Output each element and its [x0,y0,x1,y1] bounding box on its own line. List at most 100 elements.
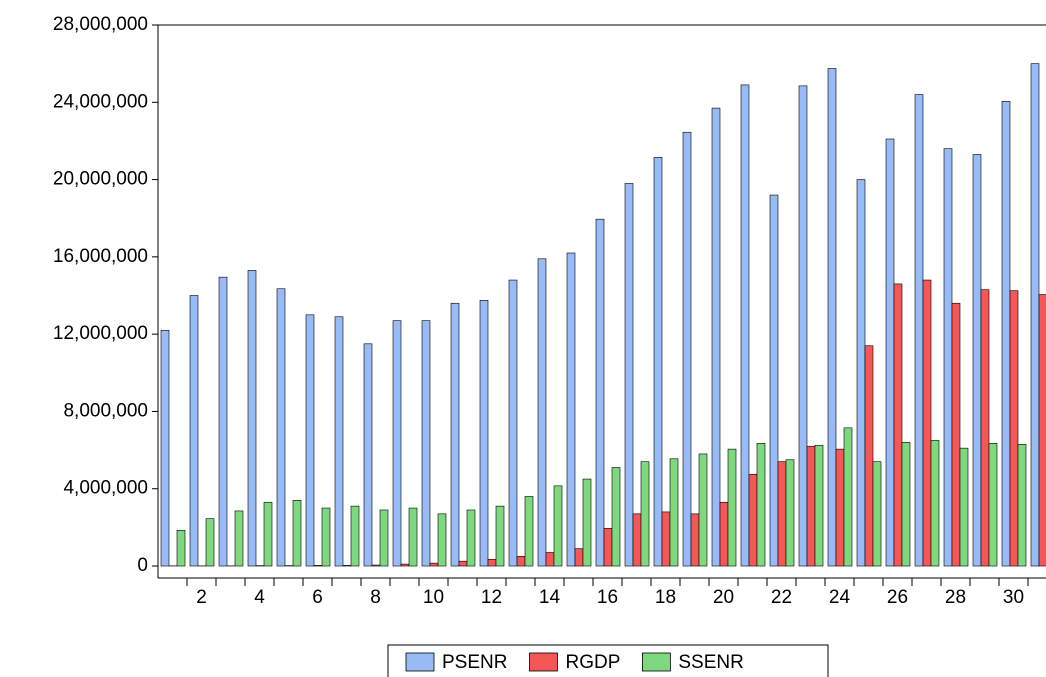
bar [727,448,737,567]
bar [400,563,410,567]
bar [176,529,186,567]
bar [682,131,692,567]
bar [342,565,352,567]
bar [458,560,468,567]
x-tick-label: 30 [1003,587,1024,608]
y-tick-label: 28,000,000 [53,14,148,35]
bar [524,496,534,567]
bar [321,507,331,567]
bar [835,448,845,567]
bar [856,179,866,567]
bar [885,138,895,567]
bar [479,300,489,567]
bar [516,556,526,567]
bar [972,154,982,567]
bar [690,513,700,567]
bar [711,107,721,567]
bar [624,183,634,567]
bar [371,564,381,567]
bar [263,501,273,567]
bar [1030,63,1040,567]
bar [669,458,679,567]
bar [806,445,816,567]
bar [450,302,460,567]
bar [487,558,497,567]
bar [603,528,613,567]
bar [777,461,787,567]
bar [247,270,257,567]
bar [466,509,476,567]
bar [769,194,779,567]
bar [901,442,911,567]
bar [827,68,837,567]
x-tick-label: 24 [829,587,851,608]
legend-swatch [641,652,671,672]
bar [814,444,824,567]
bar [429,562,439,567]
y-tick-label: 16,000,000 [53,246,148,267]
bar [611,467,621,567]
bar [350,505,360,567]
bar [566,252,576,567]
bar [234,510,244,567]
bar [392,320,402,567]
bar [785,459,795,567]
y-tick-label: 0 [137,555,148,576]
x-tick-label: 28 [945,587,966,608]
legend-swatch [405,652,435,672]
bar [408,507,418,567]
y-tick-label: 8,000,000 [63,400,148,421]
bar [740,84,750,567]
bar [1017,443,1027,567]
bar [798,85,808,567]
bar [719,501,729,567]
x-tick-label: 16 [597,587,618,608]
bar [1038,294,1046,567]
bar [437,513,447,567]
legend-swatch [529,652,558,672]
bar [421,320,431,567]
bar [756,443,766,567]
bar [872,461,882,567]
y-tick-label: 4,000,000 [63,478,148,499]
bar [218,276,228,567]
bar [661,511,671,567]
bar [574,548,584,567]
bar [632,513,642,567]
bar [160,329,170,567]
legend-label: PSENR [442,652,507,673]
bar [292,500,302,567]
bar [508,279,518,567]
bar [537,258,547,567]
x-tick-label: 14 [539,587,561,608]
bar [276,288,286,567]
y-tick-label: 20,000,000 [53,169,148,190]
x-tick-label: 18 [655,587,676,608]
y-tick-label: 24,000,000 [53,91,148,112]
legend-box [387,644,829,677]
bar [864,345,874,567]
bar [943,148,953,567]
bar [363,343,373,567]
bar [922,279,932,567]
bar [980,289,990,567]
bar [698,453,708,567]
bar [959,447,969,567]
bar [893,283,903,567]
bar [553,485,563,567]
bar [545,552,555,567]
x-tick-label: 4 [254,587,265,608]
x-tick-label: 26 [887,587,908,608]
bar [843,427,853,567]
bar [1009,290,1019,567]
bar [205,518,215,567]
bar [914,94,924,567]
bar [189,295,199,567]
bar [305,314,315,567]
x-tick-label: 2 [196,587,207,608]
x-tick-label: 12 [481,587,502,608]
bar [582,478,592,567]
x-tick-label: 6 [312,587,323,608]
